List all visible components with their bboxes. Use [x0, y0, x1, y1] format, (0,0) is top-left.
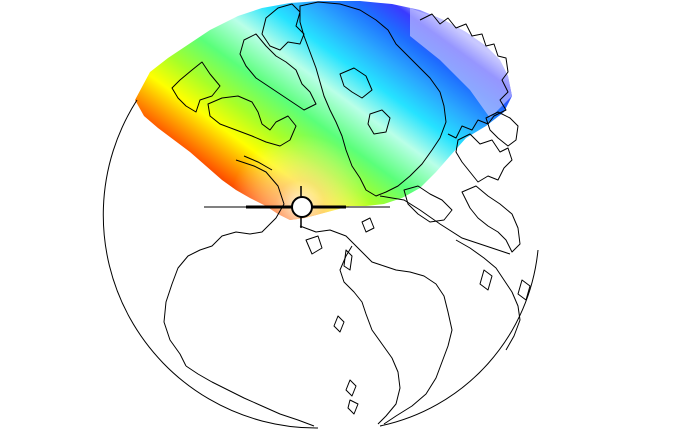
coastline-europe — [455, 239, 521, 351]
coastline-ellesmere — [261, 3, 305, 51]
coastline-central — [339, 245, 401, 425]
hemisphere-boundary — [102, 99, 319, 429]
coastline-greenland-east — [419, 13, 509, 139]
coastline-islet-4 — [345, 379, 357, 397]
coastline-islet-3 — [361, 217, 375, 233]
coastlines — [163, 1, 531, 427]
coastline-banks-island — [171, 61, 221, 113]
coastline-devon — [239, 33, 317, 111]
coastline-islet-5 — [347, 399, 359, 415]
inner-lines — [243, 155, 511, 255]
coastline-svalbard — [455, 133, 513, 183]
coastline-baffin — [339, 67, 373, 99]
coastline-greenland — [299, 1, 447, 197]
coastline-islet-6 — [479, 269, 493, 291]
coastline-inner-island — [367, 109, 391, 135]
coastline-islet-8 — [333, 315, 345, 333]
coastline-iceland — [403, 185, 453, 223]
coastline-scandinavia — [461, 185, 521, 253]
coastline-islet-7 — [517, 279, 531, 301]
coastline-labrador — [299, 225, 453, 425]
marker-circle — [291, 196, 313, 218]
coastline-franz-josef — [485, 111, 519, 147]
hemisphere-boundary-east — [379, 249, 539, 427]
coastline-victoria-island — [207, 95, 297, 147]
coastline-islet-2 — [343, 249, 353, 271]
coastline-islet-1 — [305, 235, 323, 255]
coastline-hudson — [163, 159, 285, 367]
coastline-south-west — [185, 365, 315, 427]
station-marker[interactable] — [204, 186, 390, 228]
